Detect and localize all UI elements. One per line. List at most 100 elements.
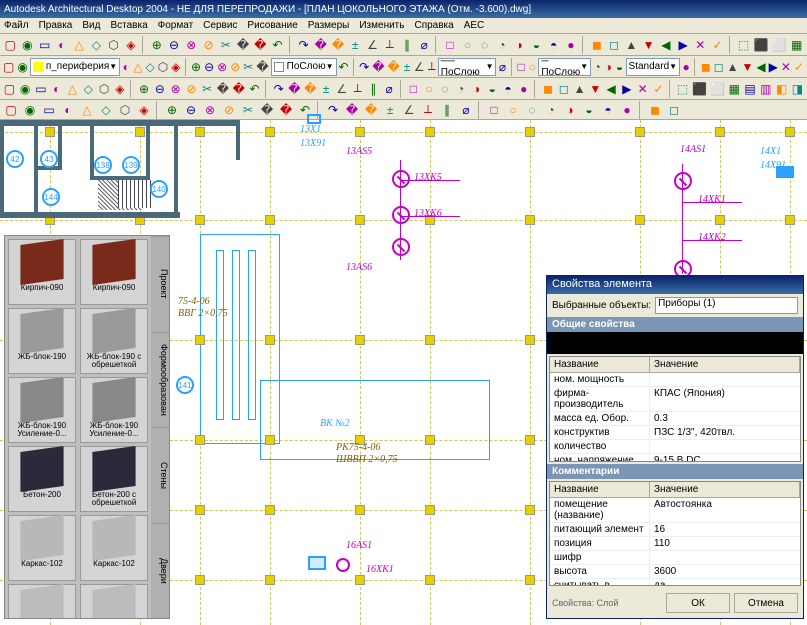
toolbar-button[interactable]: �: [235, 36, 251, 54]
toolbar-button[interactable]: ⬛: [691, 80, 708, 98]
layer-combo[interactable]: п_периферия▼: [30, 58, 120, 76]
toolbar-button[interactable]: ⊕: [163, 101, 181, 119]
toolbar-button[interactable]: ⌀: [497, 58, 507, 76]
toolbar-button[interactable]: ○: [504, 101, 522, 119]
property-row[interactable]: ном. мощность: [550, 373, 800, 387]
toolbar-button[interactable]: ⬡: [97, 80, 112, 98]
toolbar-button[interactable]: ◀: [658, 36, 674, 54]
toolbar-button[interactable]: ⊖: [166, 36, 182, 54]
toolbar-button[interactable]: ◑: [511, 36, 527, 54]
node-marker[interactable]: [674, 172, 692, 190]
palette-item[interactable]: Каркас-102: [80, 515, 148, 581]
tool-palette[interactable]: Кирпич-090Кирпич-090ЖБ-блок-190ЖБ-блок-1…: [4, 235, 170, 619]
menu-item[interactable]: Файл: [4, 20, 29, 31]
toolbar-button[interactable]: ◉: [16, 58, 28, 76]
selected-objects-field[interactable]: Приборы (1): [655, 297, 798, 314]
toolbar-button[interactable]: ↶: [269, 36, 285, 54]
palette-item[interactable]: ЖБ-блок-190 Усиление-0...: [8, 377, 76, 443]
palette-tab[interactable]: Двери: [151, 523, 169, 619]
palette-tab[interactable]: Формообразован: [151, 332, 169, 428]
property-row[interactable]: считывать в спецификациида: [550, 579, 800, 587]
property-row[interactable]: конструктивПЗС 1/3", 420твл.: [550, 426, 800, 440]
toolbar-button[interactable]: ⟂: [427, 58, 437, 76]
toolbar-button[interactable]: ⊗: [216, 58, 228, 76]
toolbar-button[interactable]: ◔: [542, 101, 560, 119]
toolbar-button[interactable]: ⊕: [190, 58, 202, 76]
toolbar-button[interactable]: ✂: [218, 36, 234, 54]
toolbar-button[interactable]: ▼: [741, 58, 755, 76]
toolbar-button[interactable]: �: [362, 101, 380, 119]
toolbar-button[interactable]: ⟂: [419, 101, 437, 119]
toolbar-button[interactable]: ◇: [145, 58, 156, 76]
toolbar-button[interactable]: ◉: [21, 101, 39, 119]
menu-item[interactable]: Формат: [158, 20, 194, 31]
toolbar-button[interactable]: ◻: [713, 58, 725, 76]
toolbar-button[interactable]: ⬚: [735, 36, 751, 54]
toolbar-button[interactable]: ◀: [604, 80, 619, 98]
node-marker[interactable]: [392, 170, 410, 188]
toolbar-button[interactable]: ↷: [295, 36, 311, 54]
toolbar-button[interactable]: ●: [681, 58, 691, 76]
properties-window[interactable]: Свойства элемента Выбранные объекты: При…: [546, 275, 804, 619]
toolbar-button[interactable]: ◑: [561, 101, 579, 119]
toolbar-button[interactable]: ◐: [121, 58, 131, 76]
room-tag[interactable]: 140: [150, 180, 168, 198]
toolbar-button[interactable]: ▼: [640, 36, 656, 54]
toolbar-button[interactable]: ✂: [242, 58, 254, 76]
toolbar-button[interactable]: ◌: [523, 101, 541, 119]
palette-item[interactable]: ЖБ-блок-190 с обрешеткой: [80, 308, 148, 374]
toolbar-button[interactable]: �: [255, 58, 269, 76]
toolbar-button[interactable]: ✓: [651, 80, 666, 98]
palette-item[interactable]: ЖБ-блок-190: [8, 308, 76, 374]
toolbar-button[interactable]: ↶: [338, 58, 350, 76]
toolbar-button[interactable]: ↶: [247, 80, 262, 98]
toolbar-button[interactable]: ▲: [623, 36, 639, 54]
toolbar-button[interactable]: ▲: [572, 80, 587, 98]
toolbar-button[interactable]: ▼: [588, 80, 603, 98]
toolbar-button[interactable]: ◇: [97, 101, 115, 119]
toolbar-button[interactable]: �: [252, 36, 268, 54]
property-row[interactable]: питающий элемент16: [550, 523, 800, 537]
toolbar-button[interactable]: ∠: [413, 58, 426, 76]
toolbar-button[interactable]: ⊘: [200, 36, 216, 54]
palette-tab[interactable]: Проект: [151, 236, 169, 332]
toolbar-button[interactable]: ∥: [366, 80, 381, 98]
toolbar-button[interactable]: ▢: [2, 36, 18, 54]
toolbar-button[interactable]: □: [485, 101, 503, 119]
toolbar-button[interactable]: ⌀: [416, 36, 432, 54]
toolbar-button[interactable]: ↷: [324, 101, 342, 119]
toolbar-button[interactable]: ◑: [603, 58, 613, 76]
toolbar-button[interactable]: ⬜: [771, 36, 788, 54]
toolbar-button[interactable]: ⬡: [116, 101, 134, 119]
room-tag[interactable]: 42: [6, 150, 24, 168]
toolbar-button[interactable]: ◒: [528, 36, 544, 54]
toolbar-button[interactable]: ↷: [358, 58, 370, 76]
menu-item[interactable]: Изменить: [359, 20, 404, 31]
toolbar-button[interactable]: ◧: [774, 80, 789, 98]
toolbar-button[interactable]: ▶: [619, 80, 634, 98]
node-marker[interactable]: [392, 206, 410, 224]
toolbar-button[interactable]: �: [277, 101, 295, 119]
toolbar-button[interactable]: ◓: [501, 80, 516, 98]
toolbar-button[interactable]: ⊗: [183, 36, 199, 54]
toolbar-button[interactable]: ◀: [755, 58, 766, 76]
toolbar-button[interactable]: ⊗: [201, 101, 219, 119]
toolbar-button[interactable]: ◐: [54, 36, 70, 54]
toolbar-button[interactable]: ⬛: [753, 36, 770, 54]
toolbar-button[interactable]: ◇: [88, 36, 104, 54]
toolbar-button[interactable]: �: [258, 101, 276, 119]
toolbar-button[interactable]: �: [303, 80, 318, 98]
toolbar-button[interactable]: �: [216, 80, 231, 98]
toolbar-button[interactable]: ⊕: [137, 80, 152, 98]
toolbar-button[interactable]: ◔: [494, 36, 510, 54]
toolbar-button[interactable]: ⊗: [168, 80, 183, 98]
toolbar-button[interactable]: □: [406, 80, 421, 98]
toolbar-button[interactable]: ●: [563, 36, 579, 54]
toolbar-button[interactable]: ↷: [271, 80, 286, 98]
toolbar-button[interactable]: ▭: [40, 101, 58, 119]
toolbar-button[interactable]: ○: [527, 58, 537, 76]
menu-item[interactable]: Вставка: [110, 20, 147, 31]
toolbar-button[interactable]: ⊘: [220, 101, 238, 119]
property-row[interactable]: количество: [550, 440, 800, 454]
toolbar-button[interactable]: ⬚: [675, 80, 690, 98]
